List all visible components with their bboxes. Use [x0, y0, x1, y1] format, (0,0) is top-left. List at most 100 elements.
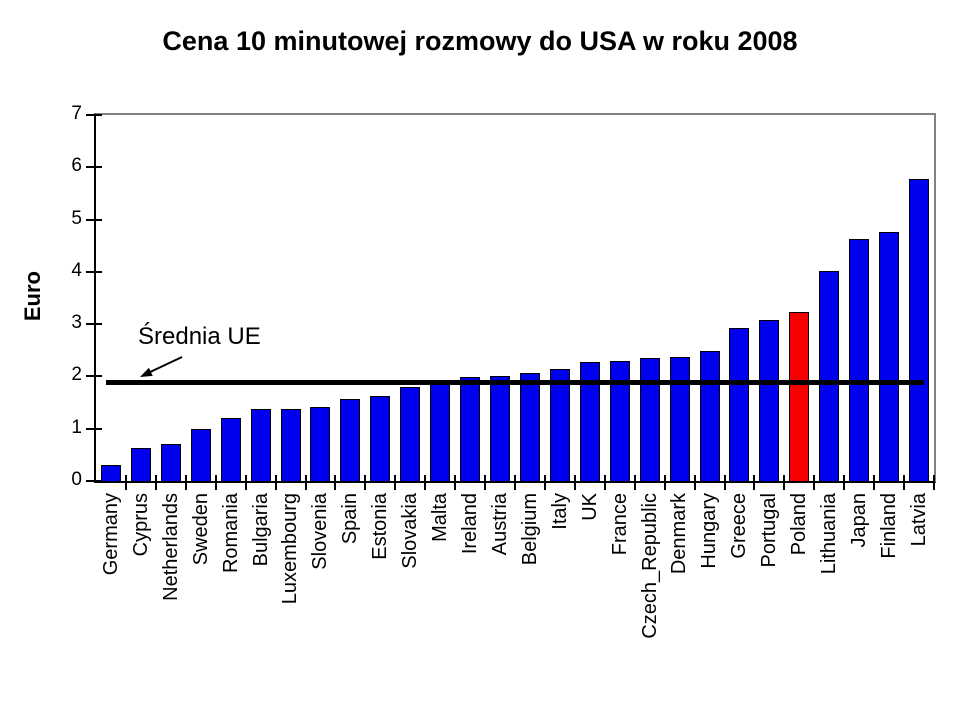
x-label-romania: Romania [219, 493, 242, 574]
x-label-cell: Czech_Republic [635, 493, 665, 639]
x-tick [275, 475, 277, 490]
bar-lithuania [819, 271, 839, 481]
y-tick [86, 323, 102, 326]
x-label-cell: France [605, 493, 635, 555]
x-tick [215, 475, 217, 490]
y-tick-label: 6 [71, 155, 82, 177]
x-label-cell: Latvia [904, 493, 934, 546]
x-label-cyprus: Cyprus [129, 493, 152, 557]
chart-title: Cena 10 minutowej rozmowy do USA w roku … [162, 26, 798, 56]
x-label-belgium: Belgium [518, 493, 541, 566]
x-tick [903, 475, 905, 490]
bar-portugal [759, 320, 779, 481]
x-label-italy: Italy [548, 493, 571, 530]
x-label-cell: Slovakia [395, 493, 425, 569]
bar-romania [221, 418, 241, 481]
x-label-cell: Ireland [455, 493, 485, 554]
x-label-latvia: Latvia [907, 493, 930, 547]
x-tick [125, 475, 127, 490]
bar-greece [729, 328, 749, 481]
x-tick [514, 475, 516, 490]
x-label-sweden: Sweden [189, 493, 212, 566]
bar-germany [101, 465, 121, 481]
bar-sweden [191, 429, 211, 481]
x-label-finland: Finland [877, 493, 900, 559]
x-label-hungary: Hungary [698, 493, 721, 569]
x-label-cell: Netherlands [156, 493, 186, 601]
x-tick [724, 475, 726, 490]
x-tick [664, 475, 666, 490]
x-axis-labels: Germany Cyprus Netherlands Sweden Romania Bul… [96, 493, 934, 720]
x-tick [394, 475, 396, 490]
x-label-czech_republic: Czech_Republic [638, 493, 661, 639]
y-tick-label: 5 [71, 207, 82, 229]
x-label-cell: Spain [335, 493, 365, 544]
x-tick [843, 475, 845, 490]
y-tick-label: 1 [71, 416, 82, 438]
bar-slovakia [400, 387, 420, 481]
y-tick [86, 218, 102, 221]
x-label-bulgaria: Bulgaria [249, 493, 272, 567]
x-label-cell: Estonia [365, 493, 395, 560]
x-tick [694, 475, 696, 490]
x-label-slovenia: Slovenia [309, 493, 332, 570]
x-label-uk: UK [578, 493, 601, 521]
x-label-poland: Poland [788, 493, 811, 556]
x-tick [574, 475, 576, 490]
x-label-cell: Hungary [694, 493, 724, 569]
x-tick [484, 475, 486, 490]
bar-latvia [909, 179, 929, 481]
bar-bulgaria [251, 409, 271, 481]
bar-japan [849, 239, 869, 481]
eu-average-label: Średnia UE [138, 323, 261, 350]
y-tick [86, 427, 102, 430]
x-tick [783, 475, 785, 490]
bar-italy [550, 369, 570, 481]
x-label-germany: Germany [99, 493, 122, 576]
y-tick [86, 480, 102, 482]
bar-austria [490, 376, 510, 481]
x-label-ireland: Ireland [459, 493, 482, 555]
y-tick [86, 166, 102, 169]
bar-malta [430, 383, 450, 481]
x-tick [634, 475, 636, 490]
x-tick [813, 475, 815, 490]
bar-luxembourg [281, 409, 301, 481]
x-label-portugal: Portugal [758, 493, 781, 568]
y-tick [86, 375, 102, 378]
annotation-arrow-icon [140, 356, 183, 377]
x-label-cell: Finland [874, 493, 904, 559]
x-label-cell: Bulgaria [246, 493, 276, 566]
bar-france [610, 361, 630, 481]
x-label-japan: Japan [848, 493, 870, 548]
x-label-austria: Austria [488, 493, 511, 556]
x-label-denmark: Denmark [668, 493, 691, 575]
x-label-cell: Luxembourg [276, 493, 306, 604]
x-label-cell: Poland [784, 493, 814, 555]
x-label-cell: Greece [724, 493, 754, 559]
bar-uk [580, 362, 600, 481]
bar-netherlands [161, 444, 181, 481]
x-tick [544, 475, 546, 490]
x-tick [873, 475, 875, 490]
bar-belgium [520, 373, 540, 481]
y-tick-label: 3 [71, 312, 82, 334]
eu-average-line [106, 380, 924, 385]
y-tick-label: 4 [71, 259, 82, 281]
x-label-cell: Slovenia [305, 493, 335, 570]
bar-estonia [370, 396, 390, 481]
bar-ireland [460, 377, 480, 481]
x-label-cell: Romania [216, 493, 246, 573]
x-tick [155, 475, 157, 490]
bar-poland [789, 312, 809, 481]
bar-finland [879, 232, 899, 481]
x-label-france: France [608, 493, 631, 556]
bar-denmark [670, 357, 690, 481]
x-label-cell: Belgium [515, 493, 545, 565]
x-label-cell: Cyprus [126, 493, 156, 556]
x-label-cell: Italy [545, 493, 575, 530]
x-tick [454, 475, 456, 490]
x-label-cell: Germany [96, 493, 126, 575]
x-label-lithuania: Lithuania [818, 493, 841, 575]
